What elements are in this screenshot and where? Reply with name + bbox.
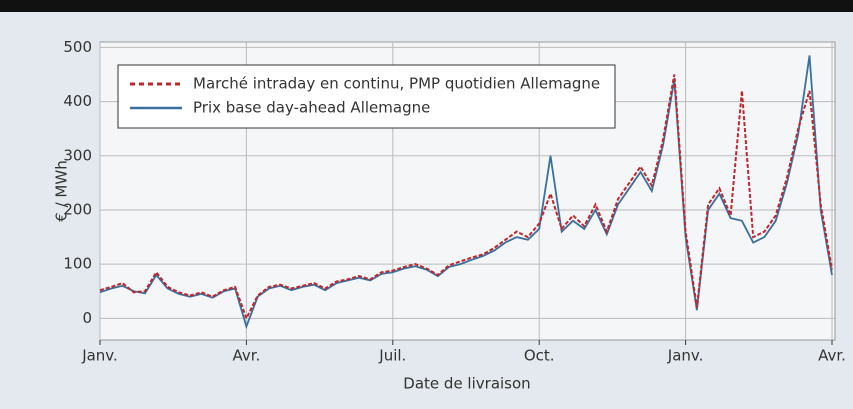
- series-line: [99, 55, 833, 330]
- y-tick-label: 300: [63, 146, 92, 164]
- legend: [117, 64, 616, 129]
- y-tick-label: 100: [63, 255, 92, 273]
- series-line: [99, 74, 833, 321]
- legend-label: Marché intraday en continu, PMP quotidie…: [193, 75, 600, 93]
- x-tick-label: Avr.: [818, 347, 846, 365]
- x-axis-label: Date de livraison: [403, 375, 530, 393]
- x-tick-label: Janv.: [81, 347, 118, 365]
- y-tick-label: 400: [63, 92, 92, 110]
- x-tick-label: Juil.: [378, 347, 406, 365]
- x-tick-label: Avr.: [232, 347, 260, 365]
- y-tick-label: 500: [63, 38, 92, 56]
- legend-label: Prix base day-ahead Allemagne: [193, 99, 430, 117]
- y-axis-label: € / MWh: [53, 160, 71, 221]
- top-bar: [0, 0, 853, 12]
- x-tick-label: Oct.: [524, 347, 555, 365]
- x-tick-label: Janv.: [667, 347, 704, 365]
- y-tick-label: 0: [82, 309, 92, 327]
- y-tick-label: 200: [63, 200, 92, 218]
